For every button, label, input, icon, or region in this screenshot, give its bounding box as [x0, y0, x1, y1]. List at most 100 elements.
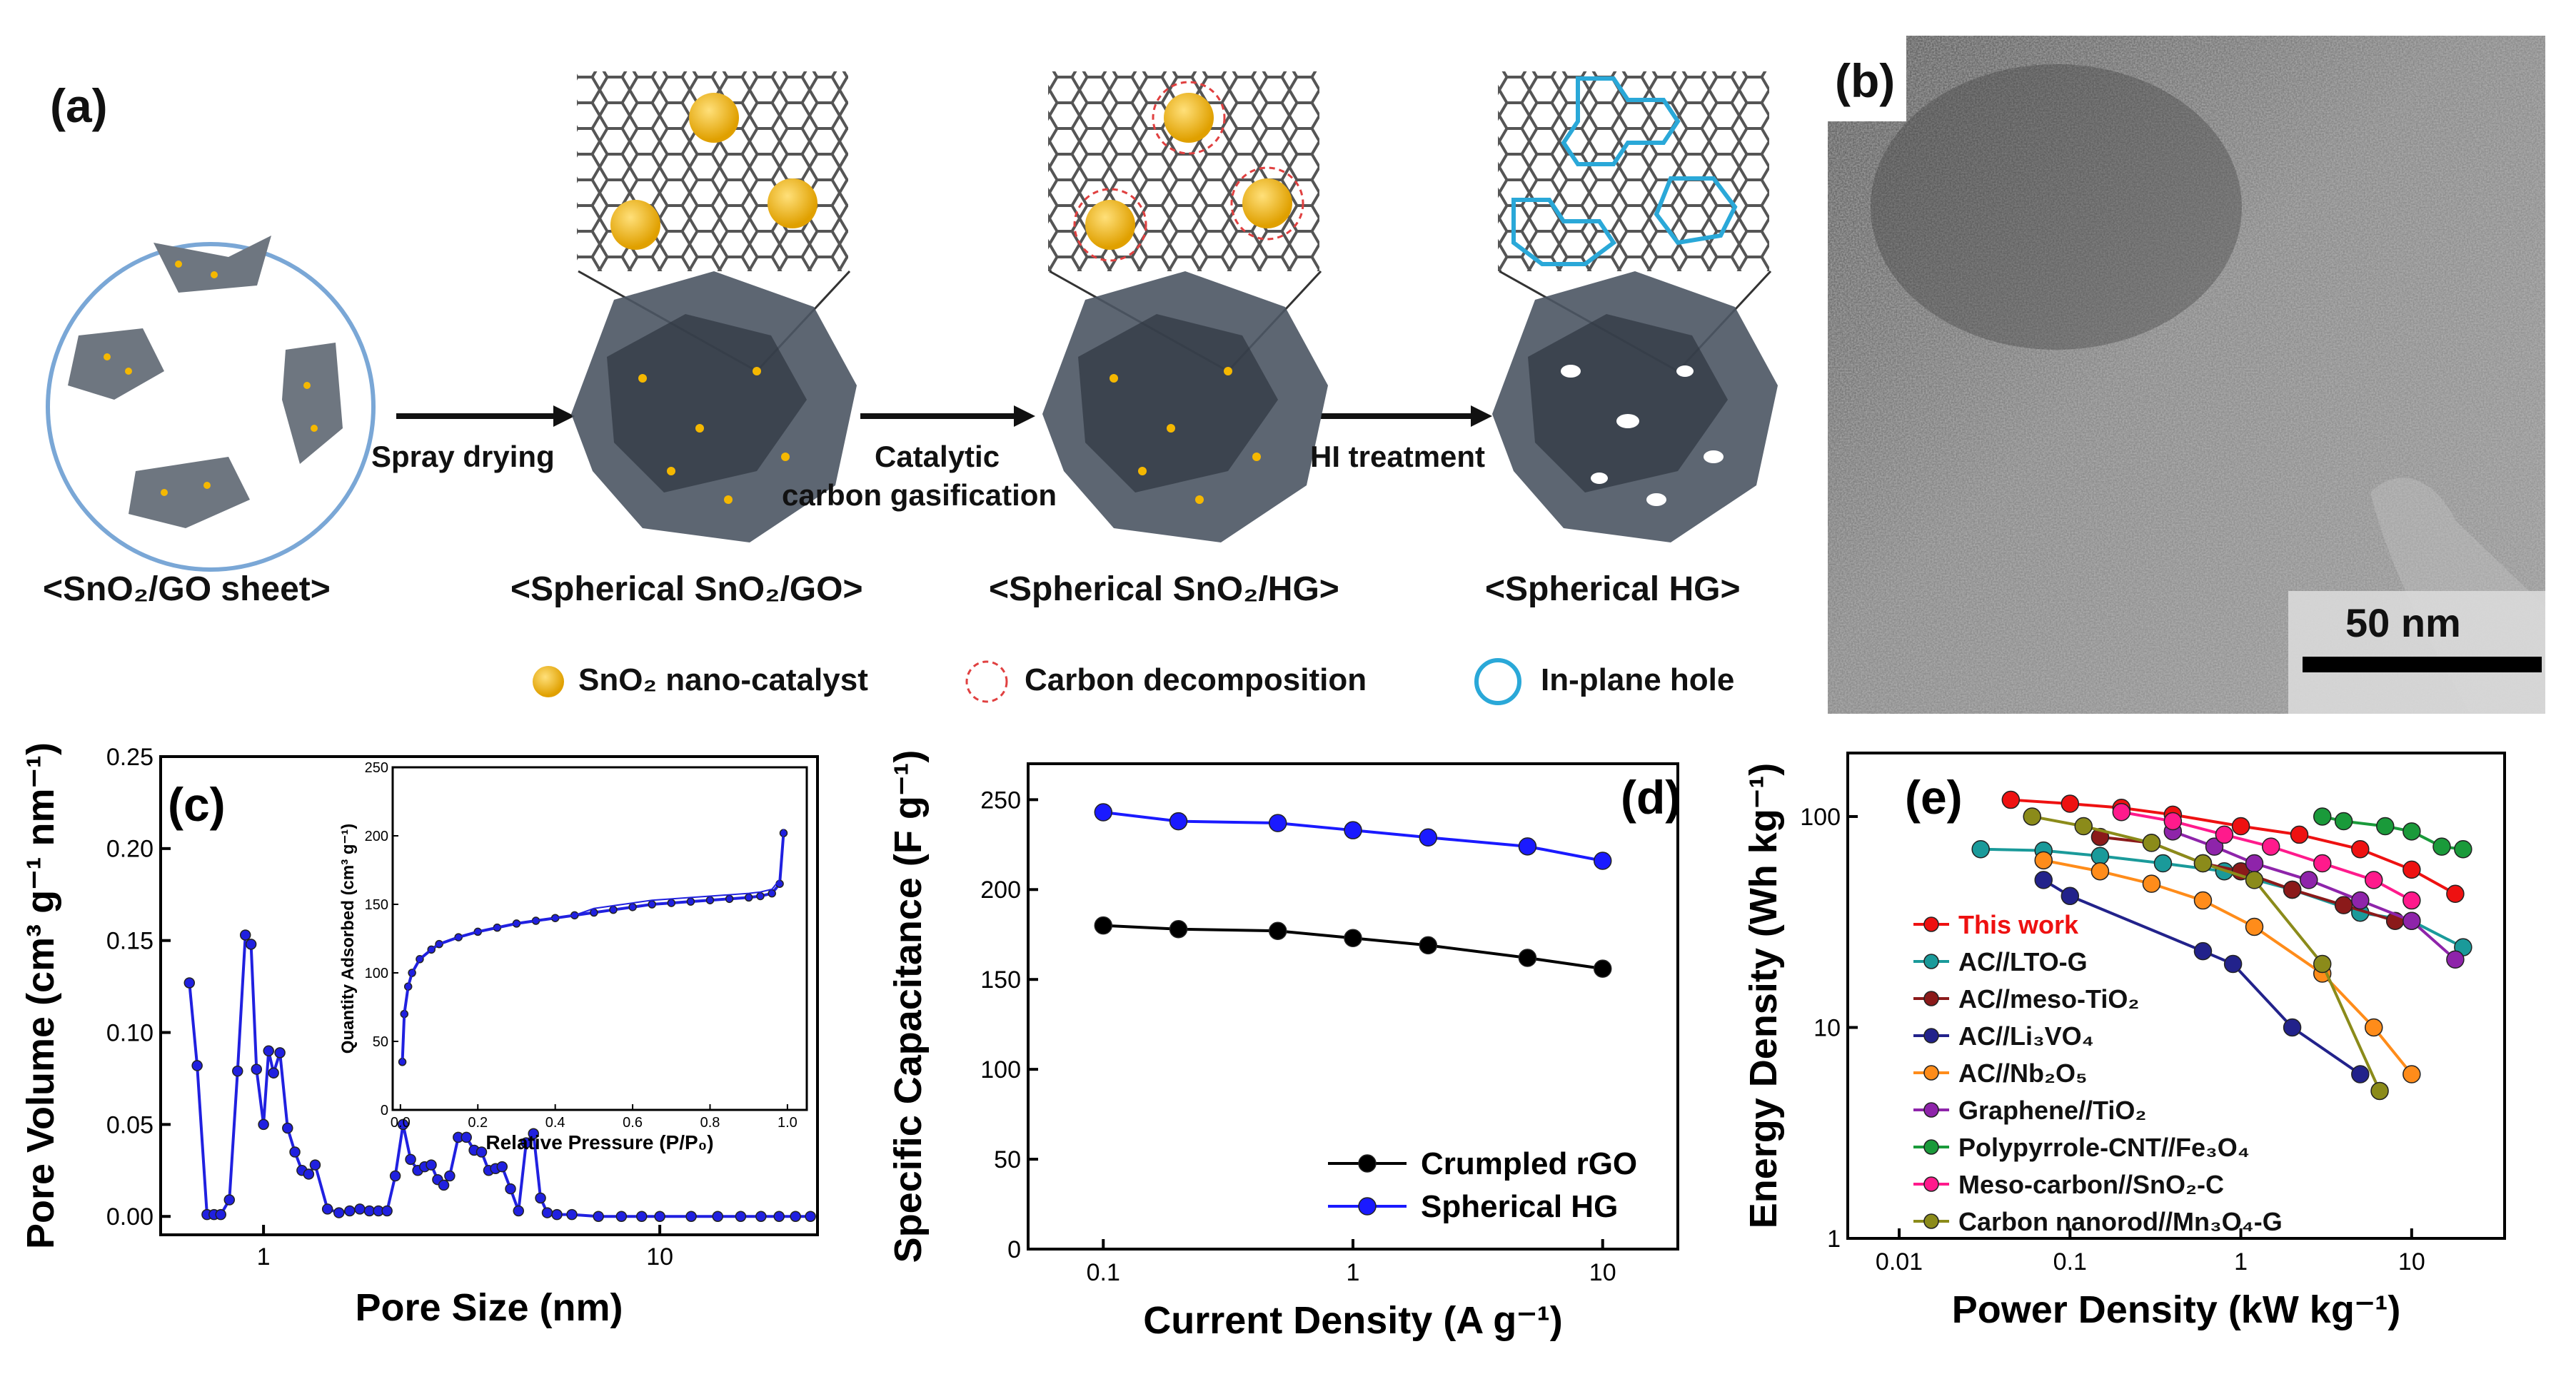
- inset-y-tick-label: 200: [365, 829, 388, 844]
- panel-d-label: (d): [1621, 771, 1681, 824]
- pore-dist-point: [397, 1118, 409, 1131]
- series-6-point: [2376, 817, 2395, 836]
- pore-dist-point: [735, 1211, 747, 1222]
- series-0-point: [2351, 839, 2370, 859]
- y-tick-label: 0.15: [106, 928, 154, 955]
- pore-dist-point: [223, 1194, 236, 1206]
- process-arrow-1: [396, 405, 575, 427]
- legend-hole-icon: [1474, 658, 1521, 705]
- pore-dist-point: [520, 1137, 532, 1148]
- y-tick-label: 200: [980, 877, 1021, 904]
- series-8-point: [2074, 817, 2093, 836]
- x-axis-label: Power Density (kW kg⁻¹): [1952, 1288, 2401, 1331]
- y-tick-label: 50: [994, 1146, 1021, 1173]
- legend-label-0: Crumpled rGO: [1421, 1146, 1637, 1181]
- pore-dist-point: [268, 1067, 279, 1079]
- series-1-point: [2091, 847, 2110, 865]
- legend-marker-1: [1358, 1197, 1377, 1216]
- stage-label-spherical-sno2-go: <Spherical SnO₂/GO>: [510, 570, 863, 608]
- series-8-point: [2370, 1081, 2389, 1101]
- series-5-point: [2351, 891, 2370, 910]
- legend-label-6: Polypyrrole-CNT//Fe₃O₄: [1958, 1133, 2250, 1162]
- process-arrow-2: [860, 405, 1035, 427]
- pore-dist-point: [232, 1065, 243, 1077]
- series-4-point: [2403, 1065, 2421, 1083]
- pore-dist-point: [426, 1159, 437, 1171]
- pore-dist-point: [566, 1208, 578, 1221]
- pore-dist-point: [712, 1211, 723, 1222]
- isotherm-point: [667, 899, 676, 907]
- series-3-point: [2061, 886, 2080, 906]
- series-0-point: [2403, 860, 2421, 879]
- y-axis-label: Specific Capacitance (F g⁻¹): [887, 750, 930, 1263]
- pore-dist-point: [476, 1146, 488, 1158]
- series-8-point: [2193, 854, 2213, 873]
- series-0-point: [2231, 817, 2250, 836]
- series-6-point: [2454, 839, 2472, 859]
- series-6-point: [2432, 837, 2451, 856]
- series-2-point: [2283, 880, 2302, 899]
- inset-x-tick-label: 0.0: [391, 1115, 411, 1131]
- series-7-point: [2261, 837, 2280, 856]
- series-3-point: [2223, 954, 2243, 974]
- legend-label-2: AC//meso-TiO₂: [1958, 984, 2139, 1014]
- inset-y-tick-label: 0: [381, 1103, 388, 1118]
- pore-dist-point: [528, 1128, 539, 1140]
- legend-label-1: Spherical HG: [1421, 1189, 1618, 1224]
- series-8-point: [2023, 807, 2041, 826]
- stage-label-go-sheet: <SnO₂/GO sheet>: [43, 570, 331, 608]
- y-tick-label: 0.25: [106, 744, 154, 771]
- isotherm-point: [628, 903, 637, 911]
- series-6-point: [2334, 812, 2353, 831]
- series-1-point: [1593, 852, 1612, 870]
- x-axis-label: Pore Size (nm): [355, 1286, 623, 1329]
- legend-label-1: AC//LTO-G: [1958, 947, 2088, 976]
- legend-marker-7: [1923, 1176, 1939, 1192]
- legend-label-0: This work: [1958, 910, 2079, 939]
- x-tick-label: 0.1: [1087, 1259, 1120, 1286]
- go-sheet-circle: [46, 236, 376, 572]
- panel-a-label: (a): [50, 79, 108, 132]
- legend-marker-8: [1923, 1213, 1939, 1229]
- y-tick-label: 0.00: [106, 1203, 154, 1231]
- series-0-point: [1094, 916, 1113, 935]
- legend-marker-4: [1923, 1065, 1939, 1081]
- pore-dist-point: [635, 1211, 648, 1222]
- inset-x-tick-label: 0.4: [545, 1115, 565, 1131]
- series-5-point: [2446, 950, 2465, 969]
- pore-dist-point: [615, 1211, 628, 1222]
- series-1-point: [1169, 812, 1188, 831]
- series-8-point: [2142, 834, 2161, 852]
- pore-dist-point: [289, 1146, 301, 1158]
- pore-dist-point: [381, 1205, 393, 1217]
- y-tick-label: 1: [1827, 1226, 1841, 1253]
- series-3-point: [2034, 871, 2053, 889]
- panel-a: (a): [0, 0, 1828, 714]
- arrow-label-hi-treatment: HI treatment: [1310, 440, 1486, 473]
- legend-marker-1: [1923, 954, 1939, 969]
- series-1-point: [1518, 837, 1537, 856]
- series-1-point: [1419, 828, 1438, 847]
- series-1-point: [2153, 854, 2173, 873]
- x-tick-label: 0.01: [1876, 1248, 1923, 1276]
- pore-dist-point: [191, 1060, 203, 1071]
- inset-y-tick-label: 50: [373, 1034, 388, 1050]
- series-0-point: [1344, 929, 1362, 948]
- pore-dist-point: [389, 1170, 401, 1182]
- pore-dist-point: [239, 929, 251, 941]
- inset-y-label: Quantity Adsorbed (cm³ g⁻¹): [338, 824, 358, 1054]
- process-arrow-3: [1321, 405, 1492, 427]
- y-tick-label: 250: [980, 787, 1021, 814]
- pore-dist-point: [513, 1205, 524, 1217]
- panel-b-label: (b): [1835, 54, 1896, 107]
- pore-dist-point: [505, 1183, 516, 1195]
- arrow-label-catalytic: Catalytic: [875, 440, 1000, 473]
- series-7-point: [2313, 854, 2332, 873]
- panel-c-label: (c): [168, 778, 226, 831]
- y-tick-label: 100: [1800, 804, 1841, 831]
- x-tick-label: 1: [2234, 1248, 2248, 1276]
- x-tick-label: 1: [1347, 1259, 1360, 1286]
- stage3-graphene: [1042, 71, 1328, 542]
